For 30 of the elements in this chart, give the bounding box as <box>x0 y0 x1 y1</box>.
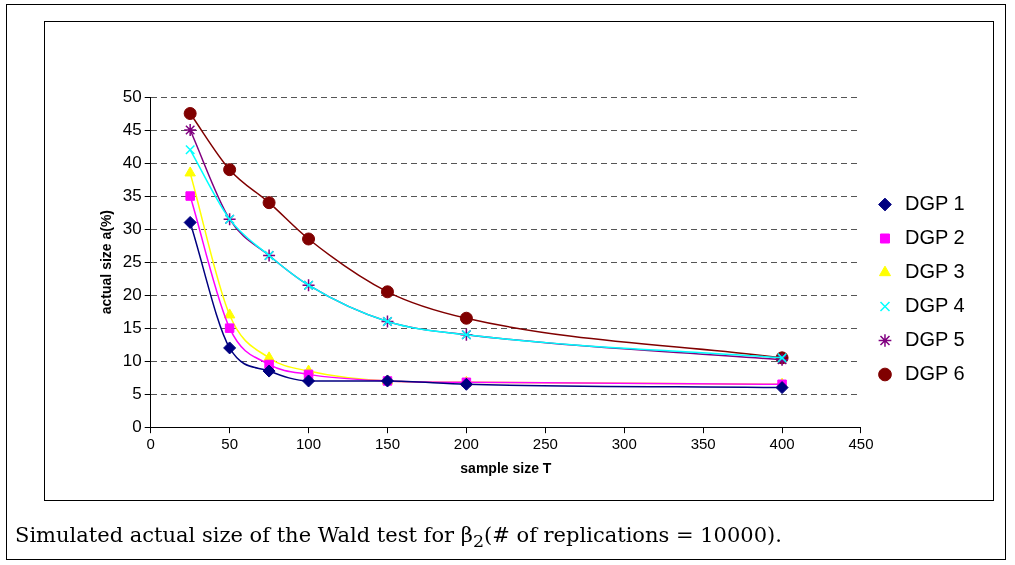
y-tick-label: 10 <box>122 350 142 370</box>
y-tick-label: 20 <box>122 284 142 304</box>
x-tick-label: 300 <box>611 435 637 453</box>
y-tick-label: 0 <box>132 416 142 436</box>
y-axis-title: actual size a(%) <box>98 209 115 315</box>
x-axis-title: sample size T <box>460 460 552 477</box>
legend-label: DGP 5 <box>904 328 965 351</box>
x-tick-label: 150 <box>374 435 400 453</box>
y-tick-label: 45 <box>122 119 142 139</box>
y-tick-label: 25 <box>122 251 142 271</box>
x-tick-label: 100 <box>296 435 322 453</box>
legend-label: DGP 2 <box>904 226 965 249</box>
x-tick-label: 0 <box>146 435 155 453</box>
x-tick-label: 350 <box>690 435 716 453</box>
x-tick-label: 450 <box>848 435 874 453</box>
text: Simulated actual size of the Wald test for β$_{2}$(# of replications = 10000). <box>15 523 782 552</box>
legend-label: DGP 4 <box>904 294 965 317</box>
x-tick-label: 400 <box>769 435 795 453</box>
x-tick-label: 250 <box>532 435 558 453</box>
legend-label: DGP 1 <box>904 192 965 215</box>
y-tick-label: 30 <box>122 218 142 238</box>
y-tick-label: 5 <box>132 383 142 403</box>
legend-label: DGP 6 <box>904 362 965 385</box>
y-tick-label: 35 <box>122 185 142 205</box>
x-tick-label: 50 <box>221 435 238 453</box>
y-tick-label: 50 <box>122 86 142 106</box>
y-tick-label: 40 <box>122 152 142 172</box>
y-tick-label: 15 <box>122 317 142 337</box>
legend-label: DGP 3 <box>904 260 965 283</box>
x-tick-label: 200 <box>453 435 479 453</box>
